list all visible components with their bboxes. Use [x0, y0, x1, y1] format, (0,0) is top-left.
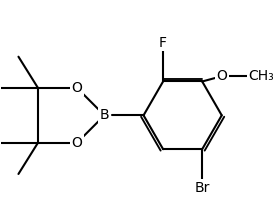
Text: O: O — [216, 69, 227, 83]
Text: B: B — [100, 108, 109, 122]
Text: CH₃: CH₃ — [248, 69, 274, 83]
Text: Br: Br — [195, 181, 210, 195]
Text: O: O — [72, 136, 83, 150]
Text: F: F — [159, 36, 167, 50]
Text: O: O — [72, 81, 83, 95]
